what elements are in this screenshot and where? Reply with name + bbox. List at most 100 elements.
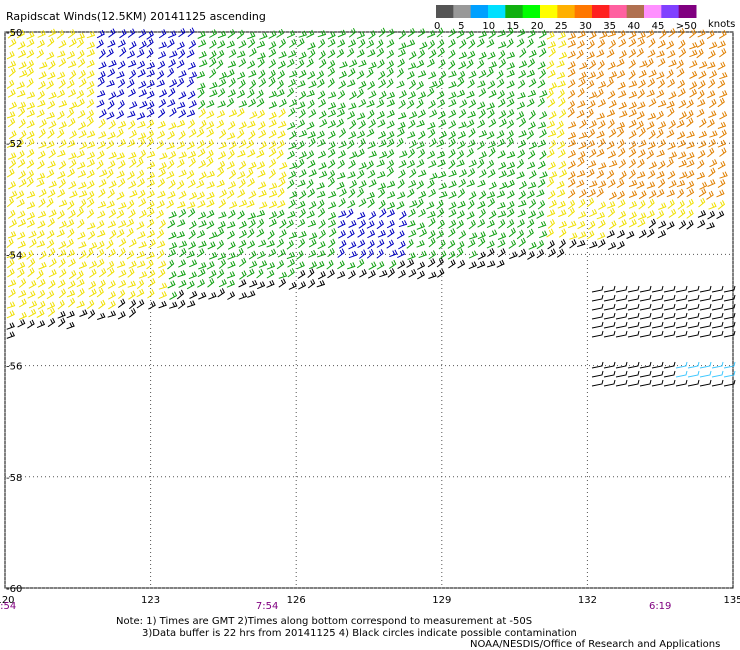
wind-barb (238, 199, 248, 208)
wind-barb (396, 137, 404, 148)
wind-barb (587, 160, 597, 168)
wind-barb (408, 111, 418, 119)
wind-barb (656, 170, 665, 179)
wind-barb (98, 109, 107, 119)
wind-barb (86, 141, 96, 149)
wind-barb (358, 138, 366, 148)
wind-barb (38, 128, 46, 139)
wind-barb (567, 89, 576, 99)
wind-barb (377, 70, 386, 80)
wind-barb (407, 252, 416, 260)
wind-barb (38, 141, 47, 149)
wind-barb (9, 190, 18, 199)
wind-barb (407, 119, 416, 129)
wind-barb (6, 238, 14, 248)
wind-barb (238, 257, 247, 268)
wind-barb (328, 238, 336, 249)
wind-barb (177, 201, 186, 209)
wind-barb (677, 28, 685, 38)
wind-barb (256, 161, 266, 170)
wind-barb (675, 370, 688, 378)
wind-barb (278, 271, 288, 279)
wind-barb (526, 228, 534, 239)
wind-barb (548, 139, 557, 150)
wind-barb (308, 48, 316, 59)
wind-barb (319, 58, 327, 69)
wind-barb (276, 28, 285, 38)
wind-barb (707, 90, 716, 99)
wind-barb (417, 148, 426, 159)
wind-barb (659, 29, 667, 39)
wind-barb (596, 130, 605, 139)
wind-barb (548, 248, 556, 258)
wind-barb (627, 294, 640, 302)
wind-barb (698, 140, 707, 149)
wind-barb (358, 219, 367, 229)
wind-barb (266, 262, 276, 270)
wind-barb (437, 268, 445, 278)
wind-barb (637, 31, 646, 40)
wind-barb (468, 159, 477, 168)
wind-barb (639, 285, 652, 293)
wind-barb (536, 189, 545, 198)
wind-barb (286, 251, 296, 260)
wind-barb (429, 138, 437, 148)
wind-barb (675, 330, 688, 338)
wind-barb (558, 228, 567, 238)
wind-barb (686, 117, 694, 128)
wind-barb (157, 108, 166, 119)
wind-barb (518, 237, 526, 248)
wind-barb (79, 198, 87, 209)
wind-barb (306, 121, 315, 130)
wind-barb (438, 170, 447, 179)
wind-barb (108, 28, 116, 38)
wind-barb (398, 90, 407, 99)
wind-barb (528, 141, 538, 150)
wind-barb (98, 188, 106, 198)
wind-barb (247, 38, 256, 49)
wind-barb (578, 141, 587, 150)
wind-barb (567, 39, 576, 48)
wind-barb (419, 41, 428, 50)
wind-barb (346, 208, 354, 218)
wind-barb (278, 229, 287, 238)
wind-barb (419, 228, 428, 238)
wind-barb (656, 149, 665, 158)
wind-barb (187, 179, 196, 189)
wind-barb (626, 230, 635, 239)
wind-barb (497, 41, 507, 49)
wind-barb (128, 40, 137, 50)
wind-barb (356, 258, 365, 269)
x-tick-label: 132 (578, 595, 597, 606)
wind-barb (39, 61, 48, 69)
wind-barb (386, 109, 395, 118)
wind-barb (168, 150, 177, 160)
wind-barb (723, 370, 736, 378)
wind-barb (618, 50, 627, 59)
wind-barb (227, 120, 236, 130)
wind-barb (57, 189, 66, 198)
wind-barb (157, 51, 167, 60)
wind-barb (429, 109, 438, 118)
wind-barb (97, 210, 106, 219)
wind-barb (628, 59, 636, 69)
wind-barb (699, 321, 712, 329)
wind-barb (596, 148, 605, 158)
wind-barb (247, 228, 255, 239)
wind-barb (658, 202, 667, 210)
wind-barb (379, 269, 388, 278)
wind-barb (466, 59, 474, 69)
wind-barb (146, 69, 155, 78)
wind-barb (289, 70, 298, 78)
wind-barb (526, 190, 535, 199)
wind-barb (296, 261, 305, 270)
wind-barb (399, 210, 407, 220)
wind-barb (368, 30, 376, 40)
wind-barb (628, 80, 638, 88)
wind-barb (57, 89, 66, 99)
wind-barb (527, 181, 537, 189)
wind-barb (668, 59, 677, 68)
wind-barb (86, 98, 95, 109)
wind-barb (448, 70, 457, 78)
wind-barb (126, 50, 136, 59)
